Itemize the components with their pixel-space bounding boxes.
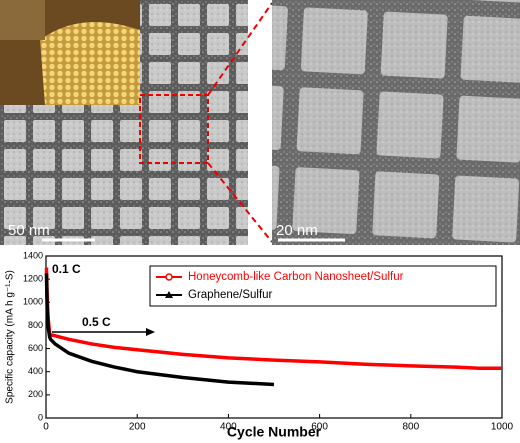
arrowhead	[146, 328, 155, 336]
legend-label: Graphene/Sulfur	[188, 289, 273, 301]
x-tick-label: 400	[220, 422, 237, 433]
plot-frame	[45, 255, 503, 419]
x-tick-label: 800	[402, 422, 419, 433]
legend-marker	[165, 273, 173, 281]
series-line	[44, 273, 275, 387]
x-tick-label: 1000	[491, 422, 514, 433]
y-tick-label: 600	[28, 343, 43, 353]
y-tick-label: 1200	[23, 274, 43, 284]
y-axis-label: Specific capacity (mA h g⁻¹-S)	[5, 270, 16, 404]
y-tick-label: 1400	[23, 250, 43, 260]
x-tick-label: 200	[129, 422, 146, 433]
tem-image-left: 50 nm	[0, 0, 248, 245]
y-tick-label: 0	[38, 412, 43, 422]
legend-box	[149, 265, 497, 307]
annotation: 0.5 C	[82, 315, 111, 329]
legend-marker	[165, 291, 173, 298]
y-tick-label: 800	[28, 320, 43, 330]
y-tick-label: 1000	[23, 297, 43, 307]
scale-label: 20 nm	[276, 222, 318, 239]
x-tick-label: 0	[43, 422, 49, 433]
legend-label: Honeycomb-like Carbon Nanosheet/Sulfur	[188, 271, 404, 283]
y-tick-label: 400	[28, 366, 43, 376]
x-tick-label: 600	[311, 422, 328, 433]
scale-label: 50 nm	[8, 222, 50, 239]
chart: 0 200 400 600 800 1000 0 200 400 600 800 1000 1200 14…	[5, 250, 514, 439]
tem-image-right: 20 nm	[272, 0, 520, 245]
x-axis-label: Cycle Number	[227, 424, 322, 440]
y-tick-label: 200	[28, 389, 43, 399]
annotation: 0.1 C	[52, 262, 81, 276]
